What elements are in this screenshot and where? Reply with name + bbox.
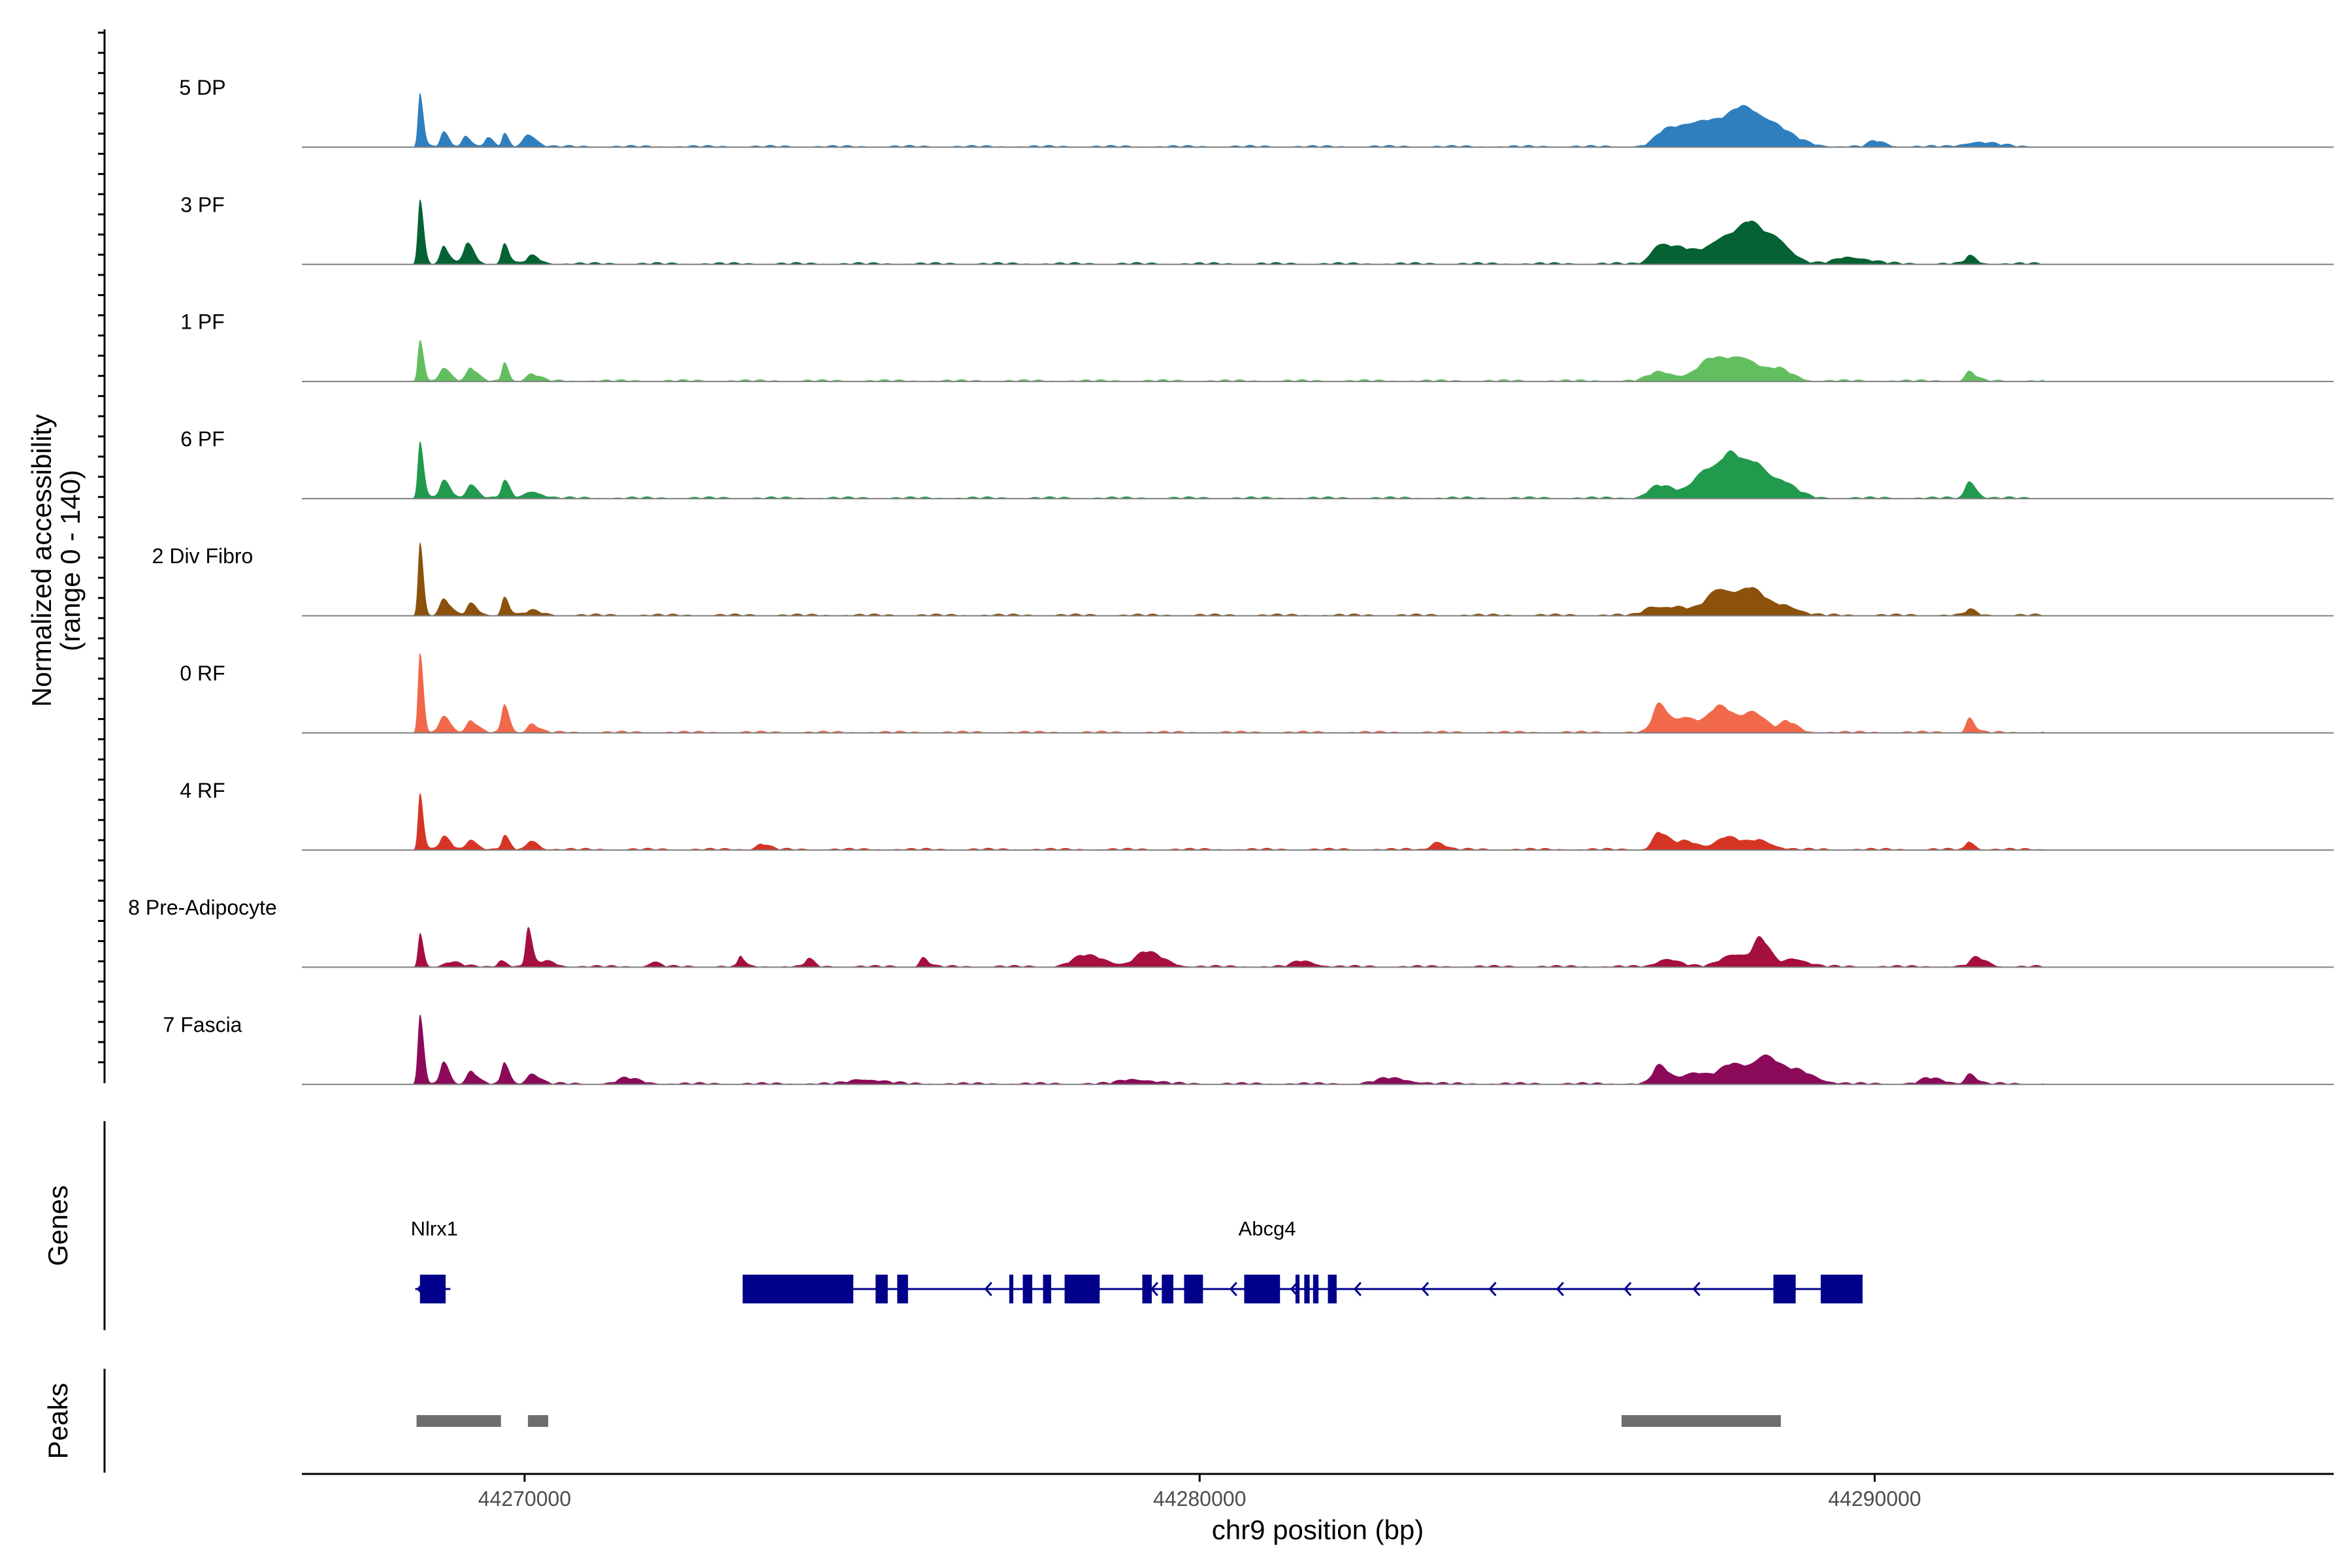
coverage-area (302, 653, 2334, 733)
gene-exon (875, 1275, 888, 1303)
x-axis-title: chr9 position (bp) (1212, 1514, 1424, 1545)
gene-annotation: Nlrx1 Abcg4 (411, 1217, 1863, 1303)
gene-exon (1773, 1275, 1796, 1303)
track-label: 5 DP (179, 76, 225, 99)
coverage-area (302, 199, 2334, 265)
strand-arrow (984, 1281, 992, 1297)
coverage-area (302, 542, 2334, 616)
track-label: 2 Div Fibro (152, 544, 253, 568)
gene-exon (742, 1275, 854, 1303)
gene-abcg4: Abcg4 (742, 1217, 1863, 1303)
gene-name-label: Abcg4 (1239, 1217, 1296, 1240)
coverage-area (302, 1014, 2334, 1085)
gene-exon (1244, 1275, 1281, 1303)
y-axis-title-line2: (range 0 - 140) (55, 470, 86, 651)
peak-region (528, 1415, 549, 1427)
y-axis-ticks (98, 31, 105, 1064)
peak-region (416, 1415, 501, 1427)
strand-arrow (1692, 1281, 1701, 1297)
coverage-area (302, 792, 2334, 851)
coverage-area (302, 340, 2334, 382)
track-label: 1 PF (180, 310, 225, 334)
gene-exon (897, 1275, 908, 1303)
track-1-pf: 1 PF (180, 310, 2334, 382)
track-6-pf: 6 PF (180, 427, 2334, 500)
track-8-pre-adipocyte: 8 Pre-Adipocyte (128, 896, 2334, 968)
x-tick-label: 44280000 (1153, 1487, 1246, 1511)
gene-exon (1304, 1275, 1310, 1303)
coverage-area (302, 441, 2334, 499)
peaks-panel-title: Peaks (42, 1383, 73, 1460)
track-0-rf: 0 RF (180, 653, 2334, 734)
strand-arrow (1556, 1281, 1564, 1297)
track-label: 8 Pre-Adipocyte (128, 896, 277, 919)
x-tick-label: 44270000 (478, 1487, 571, 1511)
genes-panel-title: Genes (42, 1185, 73, 1266)
track-5-dp: 5 DP (179, 76, 2334, 148)
strand-arrow (1150, 1281, 1158, 1297)
track-label: 7 Fascia (163, 1013, 242, 1036)
strand-arrow (1290, 1281, 1298, 1297)
gene-exon (1313, 1275, 1319, 1303)
gene-name-label: Nlrx1 (411, 1217, 458, 1240)
strand-arrow (1229, 1281, 1237, 1297)
strand-arrow (1488, 1281, 1497, 1297)
gene-exon (1043, 1275, 1051, 1303)
strand-arrow (1353, 1281, 1362, 1297)
gene-nlrx1: Nlrx1 (411, 1217, 458, 1303)
x-axis-ticks: 44270000 44280000 44290000 (478, 1474, 1921, 1511)
gene-exon (1820, 1275, 1863, 1303)
y-axis-title-line1: Normalized accessibility (26, 414, 57, 707)
gene-exon (419, 1275, 446, 1303)
gene-exon (1064, 1275, 1100, 1303)
peak-region (1622, 1415, 1781, 1427)
gene-exon (1295, 1275, 1300, 1303)
strand-arrow (416, 1281, 425, 1297)
track-4-rf: 4 RF (180, 779, 2334, 851)
gene-exon (1009, 1275, 1013, 1303)
coverage-tracks: 5 DP 3 PF 1 PF 6 PF 2 Div Fibro 0 RF 4 RF 8 Pre… (128, 76, 2334, 1085)
track-3-pf: 3 PF (180, 193, 2334, 265)
track-2-div-fibro: 2 Div Fibro (152, 542, 2334, 617)
peak-regions (416, 1415, 1781, 1427)
strand-arrow (1624, 1281, 1632, 1297)
coverage-area (302, 926, 2334, 968)
coverage-area (302, 93, 2334, 148)
track-7-fascia: 7 Fascia (163, 1013, 2334, 1085)
gene-exon (1142, 1275, 1152, 1303)
gene-exon (1022, 1275, 1032, 1303)
track-label: 3 PF (180, 193, 225, 216)
track-label: 4 RF (180, 779, 225, 802)
gene-exon (1184, 1275, 1203, 1303)
strand-arrow (1421, 1281, 1429, 1297)
x-tick-label: 44290000 (1828, 1487, 1921, 1511)
gene-exon (1328, 1275, 1337, 1303)
track-label: 6 PF (180, 427, 225, 451)
gene-exon (1162, 1275, 1173, 1303)
track-label: 0 RF (180, 662, 225, 685)
